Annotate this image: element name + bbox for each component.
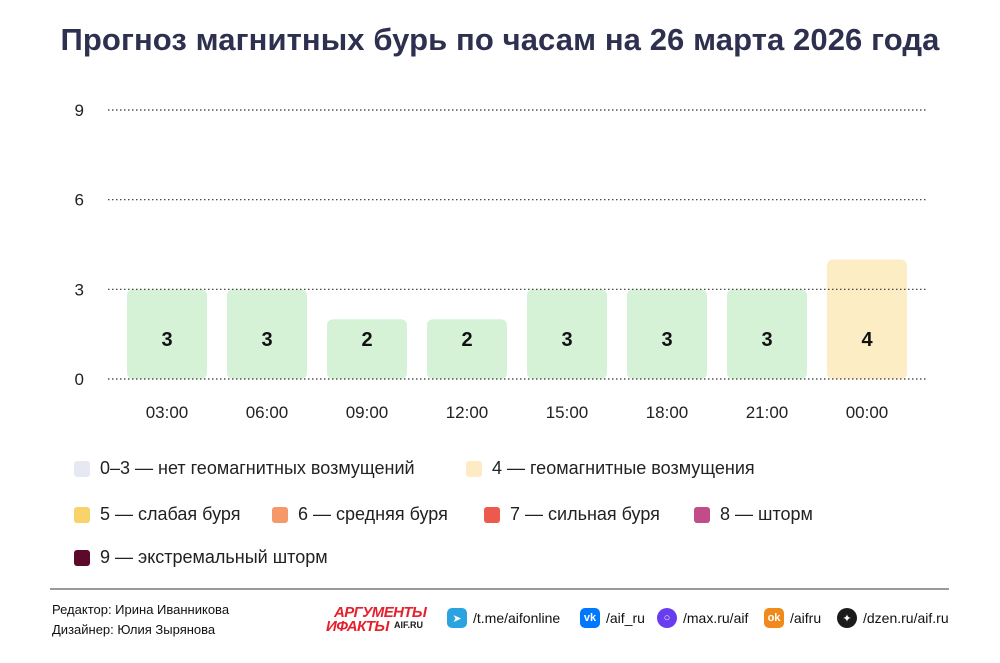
telegram-icon: ➤ [447, 608, 467, 628]
x-tick-label: 00:00 [846, 403, 889, 422]
legend-item-6: 6 — средняя буря [272, 504, 448, 525]
legend-swatch [74, 549, 90, 566]
vk-icon: vk [580, 608, 600, 628]
social-vk[interactable]: vk /aif_ru [580, 608, 645, 628]
social-label: /dzen.ru/aif.ru [863, 610, 949, 626]
legend-item-4: 4 — геомагнитные возмущения [466, 458, 755, 479]
legend-item-0-3: 0–3 — нет геомагнитных возмущений [74, 458, 415, 479]
legend-label: 9 — экстремальный шторм [100, 547, 328, 567]
logo-line-1: АРГУМЕНТЫ [334, 604, 427, 621]
bar-12:00 [427, 319, 507, 379]
social-telegram[interactable]: ➤ /t.me/aifonline [447, 608, 560, 628]
legend-label: 6 — средняя буря [298, 504, 448, 524]
x-tick-label: 06:00 [246, 403, 289, 422]
aif-logo[interactable]: АРГУМЕНТЫ ИФАКТЫ AIF.RU [326, 604, 432, 635]
legend-label: 4 — геомагнитные возмущения [492, 458, 755, 478]
legend-item-8: 8 — шторм [694, 504, 813, 525]
bar-15:00 [527, 289, 607, 379]
y-tick-label: 3 [75, 280, 84, 299]
legend-swatch [74, 460, 90, 477]
legend-label: 0–3 — нет геомагнитных возмущений [100, 458, 415, 478]
legend-item-7: 7 — сильная буря [484, 504, 660, 525]
legend-swatch [74, 506, 90, 523]
bar-chart: 3 03:00 3 06:00 2 09:00 2 12:00 3 15:00 3 18:00 3 21:… [75, 101, 928, 422]
legend-swatch [484, 506, 500, 523]
legend-label: 7 — сильная буря [510, 504, 660, 524]
legend-swatch [694, 506, 710, 523]
max-icon: ○ [657, 608, 677, 628]
social-dzen[interactable]: ✦ /dzen.ru/aif.ru [837, 608, 949, 628]
social-label: /aifru [790, 610, 822, 626]
y-tick-label: 9 [75, 101, 84, 120]
bar-06:00 [227, 289, 307, 379]
legend-label: 8 — шторм [720, 504, 813, 524]
odnoklassniki-icon: ok [764, 608, 784, 628]
bar-value-label: 3 [661, 329, 672, 351]
social-label: /t.me/aifonline [473, 610, 561, 626]
bar-00:00 [827, 259, 907, 379]
bar-value-label: 2 [361, 329, 372, 351]
editor-credit: Редактор: Ирина Иванникова [52, 602, 230, 617]
bar-value-label: 3 [261, 329, 272, 351]
x-tick-label: 18:00 [646, 403, 689, 422]
x-tick-label: 12:00 [446, 403, 489, 422]
x-tick-label: 09:00 [346, 403, 389, 422]
logo-line-2: ИФАКТЫ [326, 618, 389, 635]
legend-item-5: 5 — слабая буря [74, 504, 240, 525]
x-tick-label: 03:00 [146, 403, 189, 422]
x-tick-label: 15:00 [546, 403, 589, 422]
social-max[interactable]: ○ /max.ru/aif [657, 608, 748, 628]
y-tick-label: 0 [75, 370, 84, 389]
social-odnoklassniki[interactable]: ok /aifru [764, 608, 821, 628]
designer-credit: Дизайнер: Юлия Зырянова [52, 622, 216, 637]
bar-value-label: 4 [861, 329, 873, 351]
bar-21:00 [727, 289, 807, 379]
bar-value-label: 3 [761, 329, 772, 351]
legend-item-9: 9 — экстремальный шторм [74, 547, 328, 568]
social-label: /aif_ru [606, 610, 645, 626]
bar-09:00 [327, 319, 407, 379]
legend-swatch [466, 460, 482, 477]
bar-03:00 [127, 289, 207, 379]
page-title: Прогноз магнитных бурь по часам на 26 ма… [60, 22, 940, 57]
bar-value-label: 3 [161, 329, 172, 351]
legend-label: 5 — слабая буря [100, 504, 241, 524]
bar-18:00 [627, 289, 707, 379]
dzen-icon: ✦ [837, 608, 857, 628]
logo-line-3: AIF.RU [394, 620, 423, 630]
bar-value-label: 2 [461, 329, 472, 351]
bar-value-label: 3 [561, 329, 572, 351]
social-label: /max.ru/aif [683, 610, 749, 626]
credits: Редактор: Ирина Иванникова Дизайнер: Юли… [52, 600, 229, 640]
x-tick-label: 21:00 [746, 403, 789, 422]
legend-swatch [272, 506, 288, 523]
y-tick-label: 6 [75, 191, 84, 210]
footer-divider [50, 588, 949, 590]
